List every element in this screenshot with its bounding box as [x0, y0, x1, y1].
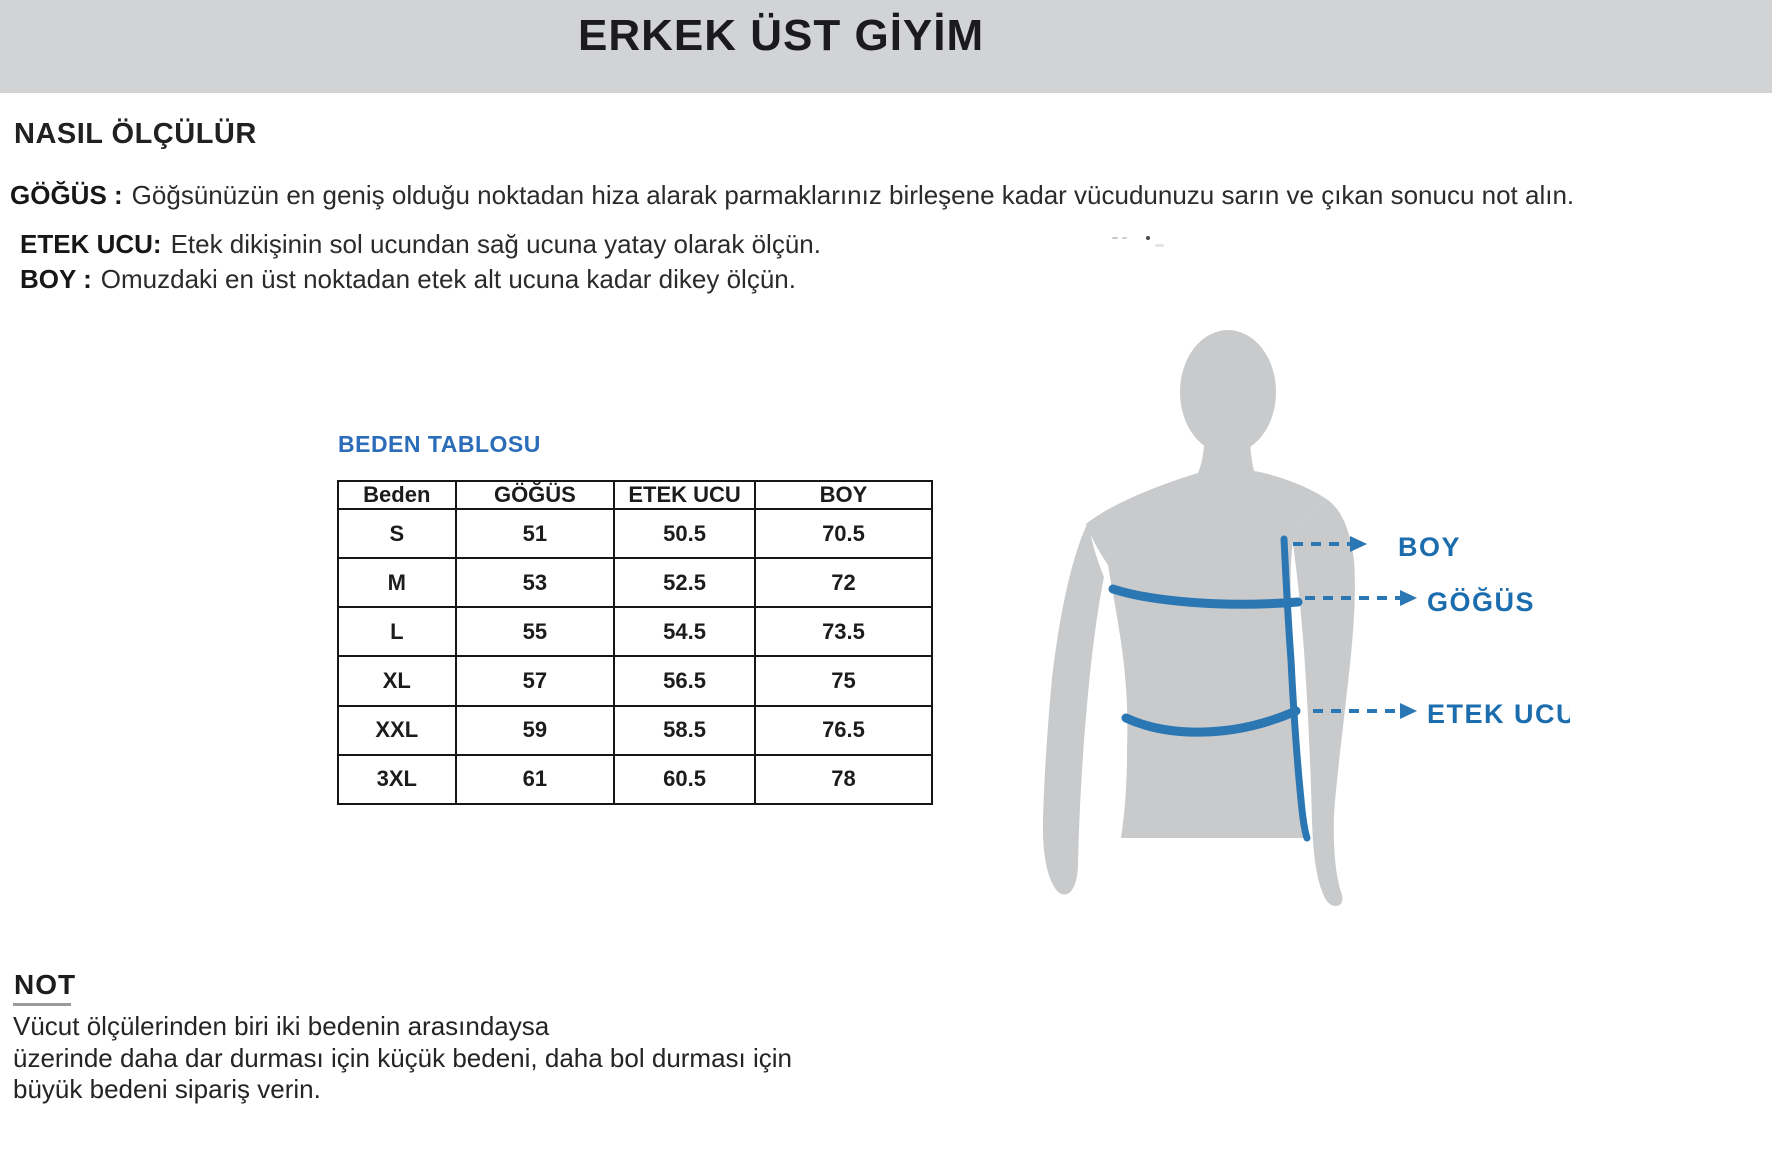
silhouette-left-arm: [1042, 522, 1104, 895]
speck: [1146, 236, 1150, 240]
size-table-cell: 54.5: [613, 606, 756, 658]
size-table-cell: 76.5: [753, 704, 934, 756]
size-table-cell: 55: [454, 606, 616, 658]
note-title: NOT: [14, 969, 77, 1000]
boy-arrowhead: [1350, 536, 1367, 552]
size-table-cell: 60.5: [613, 753, 756, 806]
silhouette-head: [1180, 330, 1276, 454]
how-to-measure-title: NASIL ÖLÇÜLÜR: [14, 118, 257, 150]
body-silhouette-figure: BOY GÖĞÜS ETEK UCU: [1042, 330, 1576, 907]
measurement-diagram: BOY GÖĞÜS ETEK UCU: [1030, 320, 1576, 920]
size-table-cell: 72: [753, 557, 934, 609]
size-table-cell: 78: [753, 753, 934, 806]
note-underline: [13, 1003, 71, 1006]
size-table-caption: BEDEN TABLOSU: [338, 431, 541, 457]
header-banner: [0, 0, 1772, 93]
note-line: üzerinde daha dar durması için küçük bed…: [13, 1042, 793, 1073]
etek-ucu-measure-line: [1121, 706, 1301, 737]
page-title: ERKEK ÜST GİYİM: [578, 11, 985, 60]
speck: [1122, 237, 1127, 239]
etek-ucu-label: ETEK UCU: [1427, 699, 1570, 729]
size-table-row: M 53 52.5 72: [337, 557, 934, 609]
size-table-cell: 57: [454, 655, 616, 707]
size-table-cell: 52.5: [613, 557, 756, 609]
boy-measure-line: [1280, 535, 1311, 842]
size-table-header-cell: Beden: [337, 480, 457, 510]
instruction-text: Omuzdaki en üst noktadan etek alt ucuna …: [100, 264, 796, 294]
size-table-cell: S: [337, 507, 457, 560]
boy-label: BOY: [1398, 532, 1461, 562]
instruction-label: BOY :: [20, 264, 92, 294]
size-table-header-cell: BOY: [753, 480, 934, 510]
note-line: büyük bedeni sipariş verin.: [13, 1074, 321, 1104]
size-table-cell: 70.5: [753, 507, 934, 560]
size-table-cell: XXL: [337, 704, 457, 756]
size-table-cell: 75: [753, 655, 934, 707]
size-table-cell: 3XL: [337, 753, 457, 806]
note-body: Vücut ölçülerinden biri iki bedenin aras…: [13, 1011, 792, 1106]
speck: [1112, 237, 1118, 239]
size-table-cell: 53: [454, 557, 616, 609]
size-table-cell: 61: [454, 753, 616, 806]
size-table-header-cell: ETEK UCU: [613, 480, 756, 510]
size-table-cell: 58.5: [613, 704, 756, 756]
size-table-cell: 59: [454, 704, 616, 756]
size-table-row: XL 57 56.5 75: [337, 655, 934, 707]
measure-instruction-boy: BOY : Omuzdaki en üst noktadan etek alt u…: [20, 264, 796, 295]
size-table-header-cell: GÖĞÜS: [454, 480, 616, 510]
instruction-label: ETEK UCU:: [20, 229, 162, 259]
instruction-label: GÖĞÜS :: [10, 180, 123, 210]
gogus-label: GÖĞÜS: [1427, 586, 1535, 617]
size-table-header-row: Beden GÖĞÜS ETEK UCU BOY: [337, 480, 934, 510]
size-table-cell: XL: [337, 655, 457, 707]
size-table-cell: 51: [454, 507, 616, 560]
measure-instruction-etek-ucu: ETEK UCU: Etek dikişinin sol ucundan sağ …: [20, 229, 821, 260]
size-table: Beden GÖĞÜS ETEK UCU BOY S 51 50.5 70.5 …: [337, 480, 934, 806]
size-table-row: S 51 50.5 70.5: [337, 507, 934, 560]
size-table-cell: 73.5: [753, 606, 934, 658]
speck: [1155, 244, 1164, 247]
instruction-text: Göğsünüzün en geniş olduğu noktadan hiza…: [131, 180, 1575, 210]
size-table-cell: L: [337, 606, 457, 658]
size-table-row: XXL 59 58.5 76.5: [337, 704, 934, 756]
size-table-cell: M: [337, 557, 457, 609]
instruction-text: Etek dikişinin sol ucundan sağ ucuna yat…: [170, 229, 821, 259]
silhouette-right-arm: [1293, 500, 1355, 907]
size-table-row: L 55 54.5 73.5: [337, 606, 934, 658]
gogus-arrowhead: [1400, 590, 1417, 606]
size-table-cell: 50.5: [613, 507, 756, 560]
measure-instruction-gogus: GÖĞÜS : Göğsünüzün en geniş olduğu noktad…: [10, 180, 1574, 211]
size-table-row: 3XL 61 60.5 78: [337, 753, 934, 806]
note-line: Vücut ölçülerinden biri iki bedenin aras…: [13, 1011, 550, 1041]
gogus-measure-line: [1108, 584, 1303, 609]
silhouette-torso: [1086, 432, 1328, 838]
etek-ucu-arrowhead: [1400, 703, 1417, 719]
size-table-cell: 56.5: [613, 655, 756, 707]
